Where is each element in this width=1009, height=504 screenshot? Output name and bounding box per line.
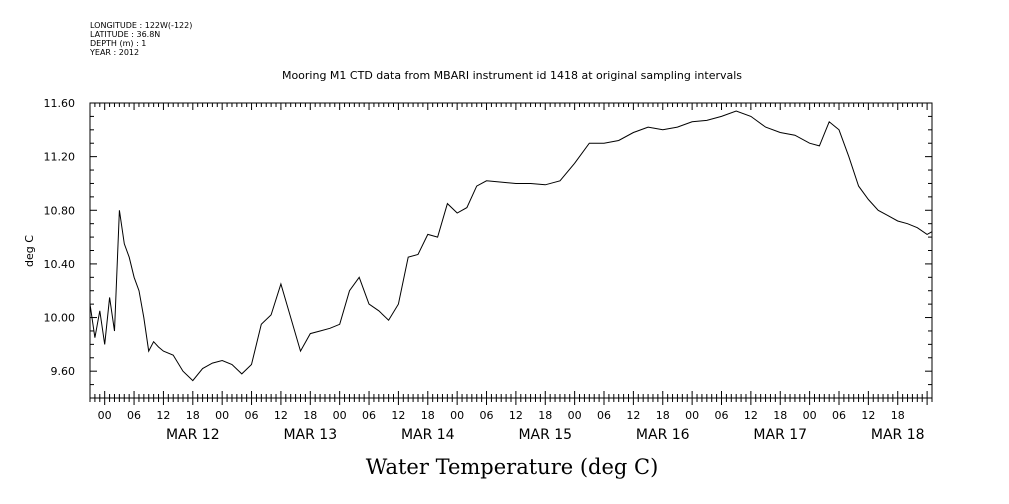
x-tick-label: 12: [509, 409, 523, 422]
metadata-block: LONGITUDE : 122W(-122) LATITUDE : 36.8N …: [90, 21, 192, 57]
x-day-label: MAR 14: [401, 427, 455, 443]
x-tick-label: 12: [626, 409, 640, 422]
y-axis-label: deg C: [23, 235, 36, 267]
y-tick-label: 10.80: [44, 204, 76, 217]
x-day-label: MAR 15: [518, 427, 572, 443]
x-tick-label: 12: [861, 409, 875, 422]
x-tick-label: 18: [303, 409, 317, 422]
y-axis: 9.60 10.00 10.40 10.80 11.20 11.60: [44, 97, 932, 399]
y-tick-label: 9.60: [51, 365, 76, 378]
x-tick-label: 00: [333, 409, 347, 422]
x-day-label: MAR 13: [283, 427, 337, 443]
y-tick-label: 11.60: [44, 97, 76, 110]
x-tick-label: 12: [156, 409, 170, 422]
x-tick-label: 00: [215, 409, 229, 422]
x-tick-label: 00: [450, 409, 464, 422]
x-tick-label: 12: [391, 409, 405, 422]
x-tick-label: 00: [685, 409, 699, 422]
x-tick-label: 18: [421, 409, 435, 422]
x-tick-label: 00: [98, 409, 112, 422]
x-tick-label: 06: [715, 409, 729, 422]
depth-label: DEPTH (m) : 1: [90, 39, 147, 48]
x-tick-label: 06: [245, 409, 259, 422]
x-axis: 00 06 12 18 00 06 12 18 00 06 12 18 00 06 12 18 00 06 12 18…: [89, 103, 933, 443]
x-tick-label: 00: [568, 409, 582, 422]
x-tick-label: 12: [744, 409, 758, 422]
x-tick-label: 06: [127, 409, 141, 422]
x-tick-label: 18: [538, 409, 552, 422]
y-tick-label: 10.00: [44, 312, 76, 325]
y-tick-label: 10.40: [44, 258, 76, 271]
x-tick-label: 06: [597, 409, 611, 422]
y-tick-label: 11.20: [44, 151, 76, 164]
x-tick-label: 06: [362, 409, 376, 422]
x-tick-label: 18: [186, 409, 200, 422]
year-label: YEAR : 2012: [90, 48, 140, 57]
x-day-label: MAR 18: [871, 427, 925, 443]
x-day-label: MAR 17: [753, 427, 807, 443]
x-tick-label: 18: [656, 409, 670, 422]
x-day-label: MAR 16: [636, 427, 690, 443]
latitude-label: LATITUDE : 36.8N: [90, 30, 161, 39]
x-tick-label: 06: [480, 409, 494, 422]
x-tick-label: 00: [803, 409, 817, 422]
x-tick-label: 18: [773, 409, 787, 422]
x-tick-label: 18: [891, 409, 905, 422]
chart-title: Mooring M1 CTD data from MBARI instrumen…: [282, 69, 742, 82]
x-tick-label: 06: [832, 409, 846, 422]
plot-frame: [89, 102, 933, 399]
longitude-label: LONGITUDE : 122W(-122): [90, 21, 193, 30]
x-tick-label: 12: [274, 409, 288, 422]
x-day-label: MAR 12: [166, 427, 220, 443]
x-axis-label: Water Temperature (deg C): [366, 455, 659, 479]
series-line-water-temperature: [89, 110, 933, 382]
